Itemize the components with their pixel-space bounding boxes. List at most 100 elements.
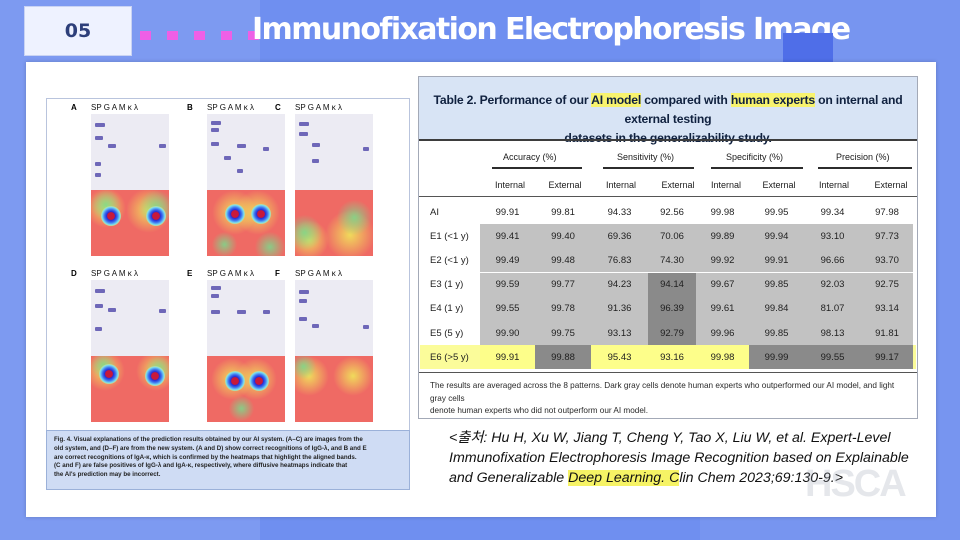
table-cell: 99.89 xyxy=(696,224,749,249)
table-cell: 99.91 xyxy=(480,345,535,370)
table-cell: 76.83 xyxy=(591,248,648,273)
heatmap-region xyxy=(229,396,254,421)
gel-band xyxy=(108,308,116,312)
sub-header: External xyxy=(762,180,796,190)
panel-letter: D xyxy=(71,269,77,278)
gel-band xyxy=(299,299,307,303)
heatmap-hotspot xyxy=(249,371,269,391)
group-rule xyxy=(603,167,694,169)
heatmap xyxy=(91,356,169,422)
gel-band xyxy=(224,156,231,160)
caption-line: old system, and (D–F) are from the new s… xyxy=(54,444,367,452)
gel-band xyxy=(299,317,307,321)
row-label: E5 (5 y) xyxy=(430,327,464,339)
panel-letter: F xyxy=(275,269,280,278)
gel-band xyxy=(312,324,319,328)
gel-band xyxy=(159,144,166,148)
table-cell: 99.92 xyxy=(696,248,749,273)
caption-line: (C and F) are false positives of IgG-λ a… xyxy=(54,462,348,470)
caption-line: Fig. 4. Visual explanations of the predi… xyxy=(54,436,363,443)
table-cell: 99.55 xyxy=(804,345,861,370)
table-cell: 92.75 xyxy=(861,272,913,297)
table-rule xyxy=(419,372,917,373)
gel-band xyxy=(211,294,219,298)
gel-band xyxy=(312,143,320,147)
gel-image xyxy=(295,114,373,190)
table-cell: 99.91 xyxy=(495,206,520,218)
table-cell: 99.95 xyxy=(764,206,789,218)
lane-labels: SP G A M κ λ xyxy=(295,103,342,112)
table-cell: 99.99 xyxy=(749,345,804,370)
table-cell: 99.77 xyxy=(535,272,591,297)
gel-band xyxy=(211,121,221,125)
heatmap-region xyxy=(333,356,373,396)
lane-labels: SP G A M κ λ xyxy=(207,103,254,112)
table-cell: 99.90 xyxy=(480,321,535,345)
sub-header: Internal xyxy=(494,180,526,190)
heatmap-hotspot xyxy=(99,364,119,384)
lane-labels: SP G A M κ λ xyxy=(207,269,254,278)
table-cell: 74.30 xyxy=(648,248,696,273)
gel-band xyxy=(95,123,105,127)
sub-header: Internal xyxy=(818,180,850,190)
table-cell: 99.98 xyxy=(696,345,749,370)
sub-header: External xyxy=(874,180,908,190)
gel-image xyxy=(91,280,169,356)
citation: <출처: Hu H, Xu W, Jiang T, Cheng Y, Tao X… xyxy=(449,430,909,486)
heatmap xyxy=(295,190,373,256)
gel-band xyxy=(299,290,309,294)
group-header: Sensitivity (%) xyxy=(617,152,675,162)
group-rule xyxy=(492,167,582,169)
gel-band xyxy=(108,144,116,148)
panel-letter: A xyxy=(71,103,77,112)
group-header: Precision (%) xyxy=(836,152,890,162)
sub-header: Internal xyxy=(710,180,742,190)
ife-panel: D SP G A M κ λ xyxy=(71,269,175,429)
lane-labels: SP G A M κ λ xyxy=(91,103,138,112)
table-cell: 96.39 xyxy=(648,296,696,321)
table-cell: 99.84 xyxy=(749,296,804,321)
heatmap xyxy=(207,356,285,422)
caption-line: are correct recognitions of IgA-κ, which… xyxy=(54,453,357,461)
table-cell: 99.49 xyxy=(480,248,535,273)
heatmap xyxy=(295,356,373,422)
table-cell: 95.43 xyxy=(591,345,648,370)
table-cell: 99.41 xyxy=(480,224,535,249)
gel-band xyxy=(159,309,166,313)
gel-band xyxy=(95,304,103,308)
gel-band xyxy=(237,169,243,173)
sub-header: Internal xyxy=(605,180,637,190)
heatmap xyxy=(207,190,285,256)
table-cell: 99.67 xyxy=(696,272,749,297)
table-cell: 97.98 xyxy=(875,206,899,218)
ife-panel: A SP G A M κ λ xyxy=(71,103,175,263)
gel-band xyxy=(95,136,103,140)
row-label: AI xyxy=(430,206,439,218)
heatmap-region xyxy=(212,232,237,256)
gel-band xyxy=(299,122,309,126)
sub-header: External xyxy=(661,180,695,190)
table-cell: 99.61 xyxy=(696,296,749,321)
gel-band xyxy=(211,286,221,290)
row-label: E4 (1 y) xyxy=(430,303,464,315)
table-cell: 99.81 xyxy=(551,206,575,218)
table-cell: 99.75 xyxy=(535,321,591,345)
lane-labels: SP G A M κ λ xyxy=(91,269,138,278)
sub-header: External xyxy=(548,180,582,190)
table-rule xyxy=(419,139,917,141)
heatmap-hotspot xyxy=(225,371,245,391)
table-cell: 93.70 xyxy=(861,248,913,273)
heatmap-region xyxy=(255,232,285,256)
table-cell: 99.85 xyxy=(749,272,804,297)
table-cell: 70.06 xyxy=(648,224,696,249)
gel-band xyxy=(211,142,219,146)
table-cell: 94.14 xyxy=(648,272,696,297)
lane-labels: SP G A M κ λ xyxy=(295,269,342,278)
table-cell: 99.94 xyxy=(749,224,804,249)
ife-panel: B SP G A M κ λ xyxy=(187,103,291,263)
table-cell: 99.59 xyxy=(480,272,535,297)
group-rule xyxy=(818,167,912,169)
table-cell: 93.16 xyxy=(648,345,696,370)
gel-band xyxy=(211,310,220,314)
table-cell: 92.56 xyxy=(660,206,684,218)
